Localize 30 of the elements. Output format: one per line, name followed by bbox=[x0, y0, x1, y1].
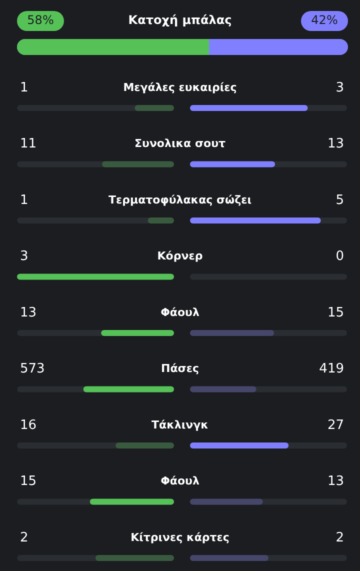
data-label: 2 bbox=[336, 530, 344, 546]
data-label: 0 bbox=[336, 249, 344, 264]
data-label: 419 bbox=[319, 362, 344, 377]
data-label: 1 bbox=[20, 80, 28, 96]
data-label: 27 bbox=[327, 418, 344, 433]
data-label: 58% bbox=[27, 13, 54, 28]
data-label: 16 bbox=[20, 418, 37, 433]
data-label: 5 bbox=[336, 192, 344, 208]
category-label: Μεγάλες ευκαιρίες bbox=[123, 80, 237, 94]
data-label: 15 bbox=[327, 305, 344, 320]
category-label: Κατοχή μπάλας bbox=[128, 13, 232, 28]
data-label: 15 bbox=[20, 474, 37, 490]
data-label: 573 bbox=[20, 362, 45, 377]
data-label: 42% bbox=[311, 13, 338, 28]
data-label: 13 bbox=[20, 305, 37, 320]
category-label: Κίτρινες κάρτες bbox=[130, 530, 230, 544]
category-label: Φάουλ bbox=[160, 474, 200, 488]
category-label: Πάσες bbox=[161, 362, 199, 376]
data-label: 3 bbox=[336, 80, 344, 96]
data-label: 13 bbox=[327, 136, 344, 152]
data-label: 1 bbox=[20, 192, 28, 208]
category-label: Συνολικα σουτ bbox=[134, 137, 226, 150]
category-label: Τάκλινγκ bbox=[152, 418, 209, 432]
data-label: 11 bbox=[20, 136, 37, 152]
category-label: Φάουλ bbox=[160, 306, 200, 319]
data-label: 3 bbox=[20, 249, 28, 264]
category-label: Κόρνερ bbox=[157, 250, 203, 263]
data-label: 13 bbox=[327, 474, 344, 490]
data-label: 2 bbox=[20, 530, 28, 546]
category-label: Τερματοφύλακας σώζει bbox=[108, 193, 252, 206]
